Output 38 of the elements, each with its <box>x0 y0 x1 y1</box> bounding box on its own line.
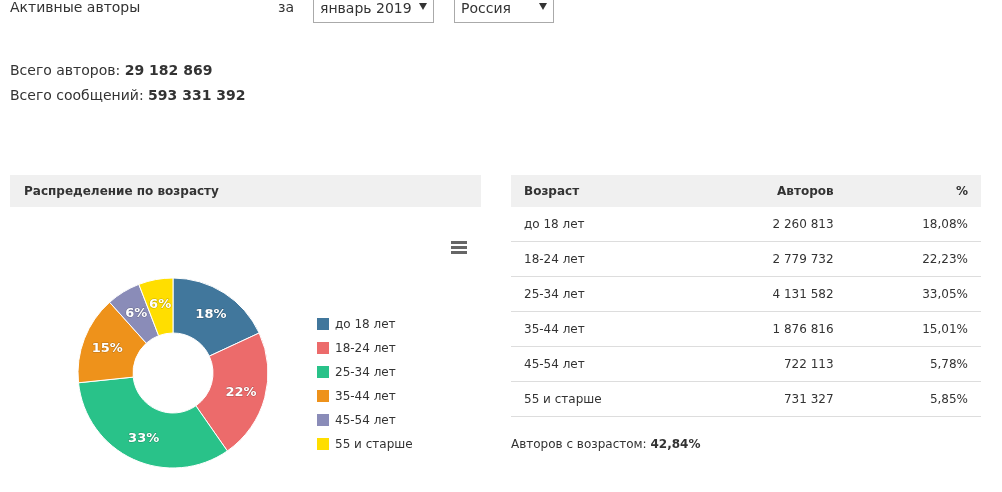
data-label: 4 131 582 <box>680 276 864 312</box>
category-label: 35-44 лет <box>511 311 681 347</box>
data-label: 2 260 813 <box>680 207 864 242</box>
legend-label: 25-34 лет <box>335 365 396 379</box>
category-label: до 18 лет <box>511 207 681 242</box>
data-label: 2 779 732 <box>680 241 864 277</box>
legend-label: до 18 лет <box>335 317 396 331</box>
text: Россия <box>461 0 511 16</box>
header-strip: Распределение по возрасту <box>10 175 481 207</box>
data-label: 22% <box>225 383 257 399</box>
data-label: 5,85% <box>863 381 981 417</box>
data-label: 15,01% <box>863 311 981 347</box>
legend-label: 18-24 лет <box>335 341 396 355</box>
data-label: 33% <box>128 429 160 445</box>
data-label: 18,08% <box>863 207 981 242</box>
text: Авторов с возрастом: 42,84% <box>511 437 701 451</box>
data-label: 6% <box>149 296 172 312</box>
data-label: 22,23% <box>863 241 981 277</box>
category-label: 55 и старше <box>511 381 681 417</box>
text: Всего авторов: 29 182 869 <box>10 62 213 78</box>
data-label: 33,05% <box>863 276 981 312</box>
data-label: 18% <box>195 306 227 322</box>
data-label: 731 327 <box>680 381 864 417</box>
text: за <box>278 0 295 15</box>
data-label: 5,78% <box>863 346 981 382</box>
data-label: 6% <box>125 305 148 321</box>
text: Всего сообщений: 593 331 392 <box>10 87 246 103</box>
text: январь 2019 <box>320 0 412 16</box>
category-label: 18-24 лет <box>511 241 681 277</box>
data-label: 1 876 816 <box>680 311 864 347</box>
category-label: 45-54 лет <box>511 346 681 382</box>
category-label: 25-34 лет <box>511 276 681 312</box>
legend-label: 55 и старше <box>335 437 413 451</box>
legend-label: 35-44 лет <box>335 389 396 403</box>
data-label: 15% <box>91 340 123 356</box>
data-label: 722 113 <box>680 346 864 382</box>
text: Активные авторы <box>10 0 141 15</box>
legend-label: 45-54 лет <box>335 413 396 427</box>
